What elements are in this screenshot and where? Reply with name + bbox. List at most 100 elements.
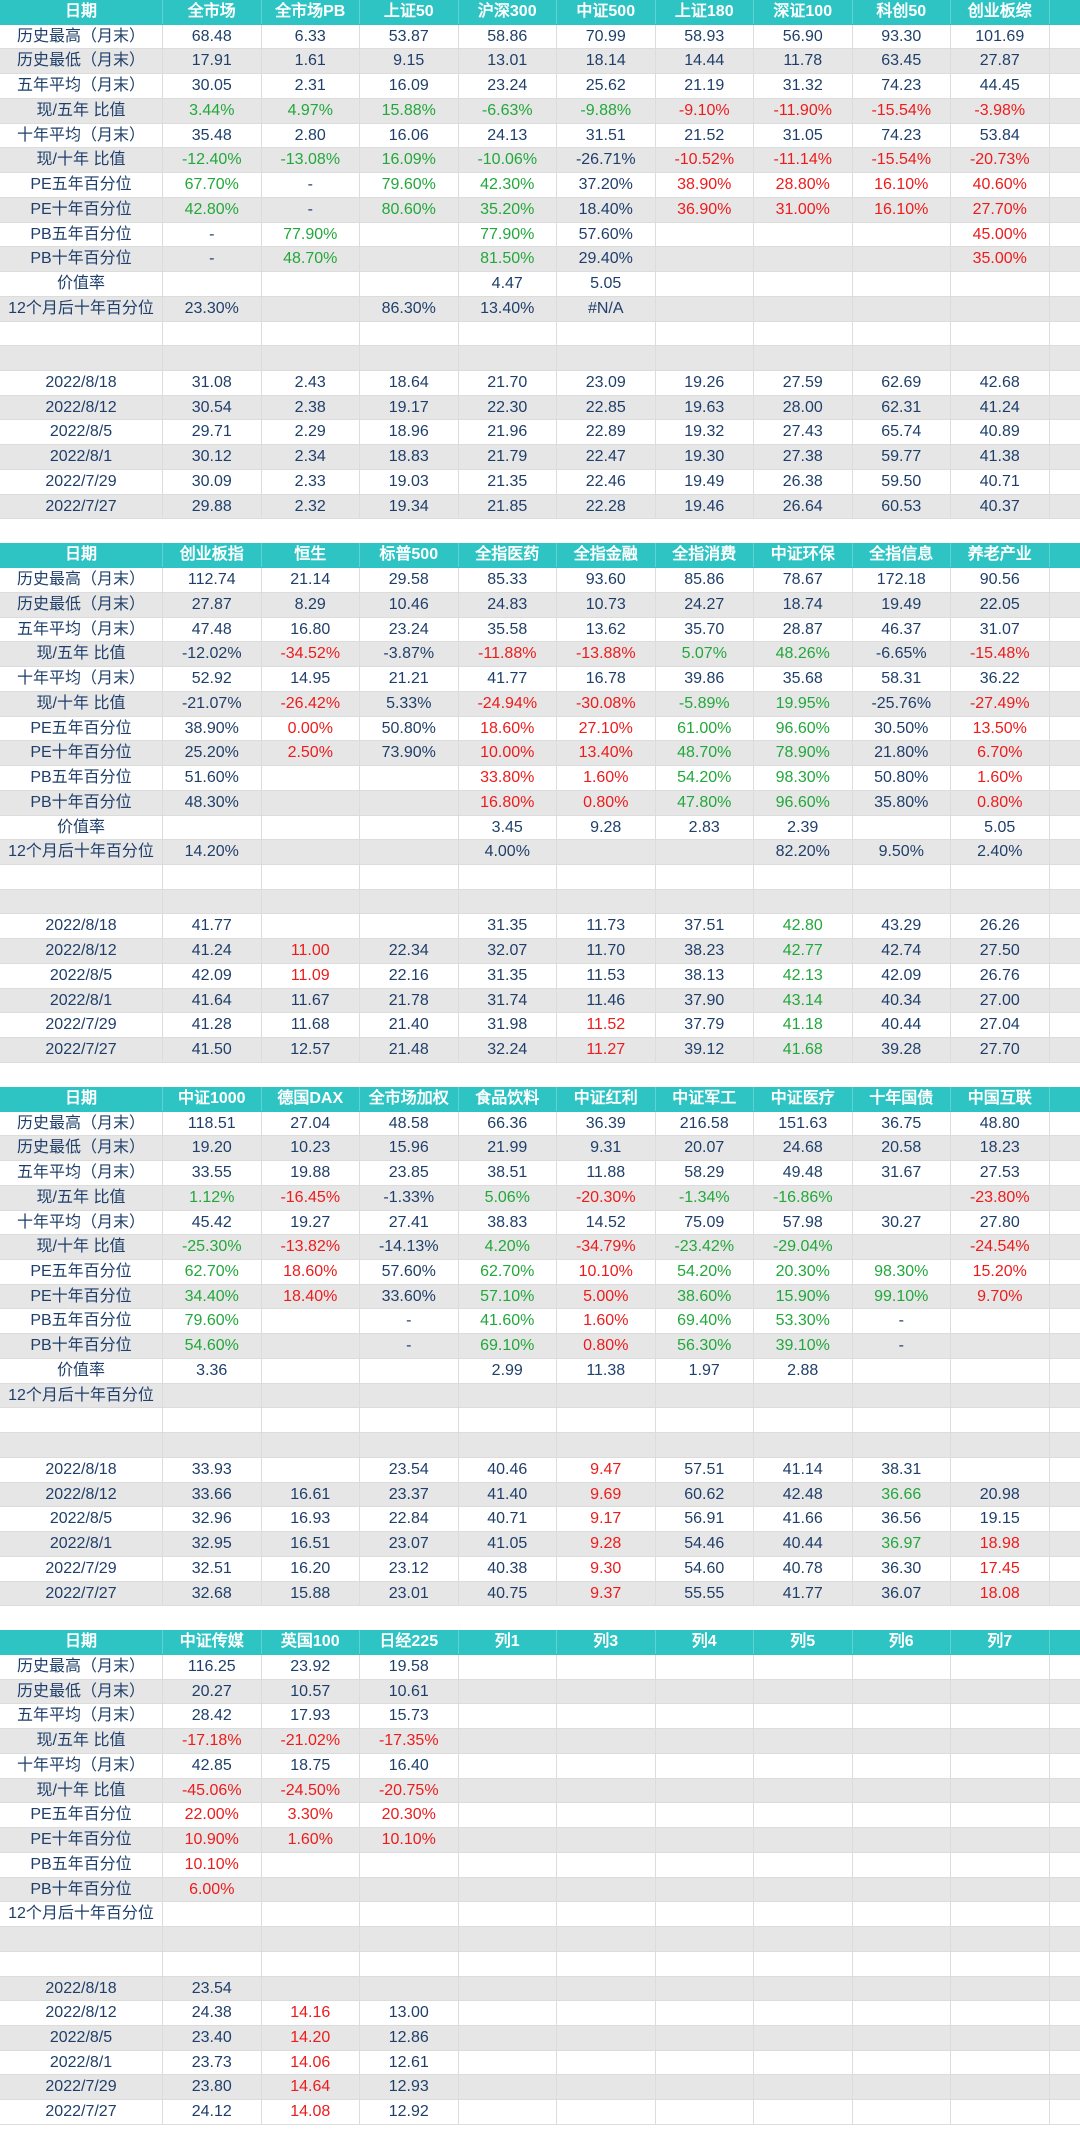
table-cell[interactable]: 61.00% — [656, 716, 754, 741]
table-cell[interactable]: -9.88% — [557, 98, 656, 123]
table-cell[interactable]: 14.08 — [262, 2100, 360, 2124]
row-label[interactable]: PB五年百分位 — [0, 1309, 163, 1334]
table-cell[interactable]: 54.60% — [163, 1334, 262, 1358]
table-cell[interactable]: 6.00% — [163, 1877, 262, 1902]
table-cell[interactable]: 19.49 — [656, 469, 754, 494]
table-cell[interactable] — [656, 889, 754, 914]
column-header[interactable]: 日期 — [0, 1630, 163, 1654]
table-cell[interactable]: 96.60% — [754, 716, 853, 741]
table-cell[interactable] — [656, 1877, 754, 1902]
table-cell[interactable]: 18.40% — [557, 197, 656, 222]
table-cell[interactable] — [459, 1778, 557, 1803]
table-cell[interactable] — [557, 2100, 656, 2124]
table-cell[interactable]: 31.51 — [557, 123, 656, 148]
table-cell[interactable]: 2.83 — [656, 815, 754, 840]
table-cell[interactable] — [163, 1927, 262, 1951]
table-cell[interactable] — [951, 1679, 1050, 1704]
table-cell[interactable]: -25.76% — [853, 691, 951, 716]
table-cell[interactable]: 67.70% — [163, 173, 262, 197]
table-cell[interactable]: 14.52 — [557, 1210, 656, 1235]
column-header[interactable]: 列6 — [853, 1630, 951, 1654]
table-cell[interactable]: 28.87 — [754, 617, 853, 642]
table-cell[interactable]: 3.45 — [459, 815, 557, 840]
table-cell[interactable] — [951, 1753, 1050, 1778]
column-header[interactable]: 列4 — [656, 1630, 754, 1654]
table-cell[interactable]: 29.58 — [360, 568, 459, 592]
column-header[interactable]: 日期 — [0, 1086, 163, 1111]
table-cell[interactable]: 10.00% — [459, 741, 557, 766]
table-cell[interactable]: 32.95 — [163, 1532, 262, 1556]
table-cell[interactable]: 36.75 — [853, 1111, 951, 1136]
table-cell[interactable] — [754, 1704, 853, 1729]
table-cell[interactable] — [951, 864, 1050, 889]
table-cell[interactable]: 18.96 — [360, 420, 459, 445]
table-cell[interactable]: 37.79 — [656, 1013, 754, 1038]
table-cell[interactable] — [951, 1433, 1050, 1457]
column-header[interactable]: 日经225 — [360, 1630, 459, 1654]
table-cell[interactable] — [262, 1927, 360, 1951]
table-cell[interactable]: 9.69 — [557, 1482, 656, 1507]
table-cell[interactable]: -20.73% — [951, 148, 1050, 173]
table-cell[interactable]: 57.60% — [557, 222, 656, 247]
table-cell[interactable]: 53.84 — [951, 123, 1050, 148]
table-cell[interactable]: -6.63% — [459, 98, 557, 123]
table-cell[interactable] — [163, 346, 262, 371]
table-cell[interactable]: -29.04% — [754, 1235, 853, 1259]
table-cell[interactable]: 35.48 — [163, 123, 262, 148]
table-cell[interactable]: 16.10% — [853, 173, 951, 197]
table-cell[interactable]: 11.67 — [262, 988, 360, 1013]
row-label[interactable]: 12个月后十年百分位 — [0, 840, 163, 864]
table-cell[interactable]: 10.10% — [557, 1259, 656, 1284]
table-cell[interactable] — [754, 272, 853, 296]
table-cell[interactable]: 42.77 — [754, 939, 853, 963]
table-cell[interactable]: 20.27 — [163, 1679, 262, 1704]
table-cell[interactable]: 23.30% — [163, 296, 262, 321]
table-cell[interactable] — [262, 1457, 360, 1482]
row-label[interactable]: 2022/8/12 — [0, 939, 163, 963]
table-cell[interactable] — [853, 815, 951, 840]
table-cell[interactable]: 69.10% — [459, 1334, 557, 1358]
table-cell[interactable]: 57.60% — [360, 1259, 459, 1284]
table-cell[interactable] — [557, 346, 656, 371]
table-cell[interactable]: 11.27 — [557, 1038, 656, 1062]
table-cell[interactable]: 42.68 — [951, 371, 1050, 395]
table-cell[interactable] — [656, 1778, 754, 1803]
table-cell[interactable]: 33.60% — [360, 1284, 459, 1309]
table-cell[interactable]: -11.90% — [754, 98, 853, 123]
table-cell[interactable]: 12.61 — [360, 2050, 459, 2075]
table-cell[interactable]: 21.78 — [360, 988, 459, 1013]
table-cell[interactable]: 23.85 — [360, 1161, 459, 1185]
row-label[interactable]: 十年平均（月末） — [0, 1753, 163, 1778]
table-cell[interactable] — [853, 2100, 951, 2124]
table-cell[interactable]: 35.70 — [656, 617, 754, 642]
table-cell[interactable] — [360, 1951, 459, 1976]
table-cell[interactable]: 40.37 — [951, 494, 1050, 519]
column-header[interactable]: 日期 — [0, 0, 163, 24]
table-cell[interactable]: 9.50% — [853, 840, 951, 864]
table-cell[interactable]: -11.14% — [754, 148, 853, 173]
row-label[interactable] — [0, 1951, 163, 1976]
table-cell[interactable]: 27.87 — [163, 592, 262, 617]
table-cell[interactable]: 33.55 — [163, 1161, 262, 1185]
table-cell[interactable]: -26.71% — [557, 148, 656, 173]
table-cell[interactable]: 27.59 — [754, 371, 853, 395]
table-cell[interactable]: 16.09 — [360, 74, 459, 98]
table-cell[interactable]: 19.95% — [754, 691, 853, 716]
table-cell[interactable]: -10.52% — [656, 148, 754, 173]
row-label[interactable]: 价值率 — [0, 1358, 163, 1383]
table-cell[interactable] — [853, 1679, 951, 1704]
table-cell[interactable] — [656, 2100, 754, 2124]
table-cell[interactable] — [853, 1185, 951, 1210]
table-cell[interactable]: 30.05 — [163, 74, 262, 98]
table-cell[interactable]: 5.05 — [557, 272, 656, 296]
table-cell[interactable]: 62.70% — [163, 1259, 262, 1284]
table-cell[interactable]: -20.75% — [360, 1778, 459, 1803]
table-cell[interactable]: -3.87% — [360, 642, 459, 667]
table-cell[interactable]: 5.07% — [656, 642, 754, 667]
column-header[interactable]: 中证1000 — [163, 1086, 262, 1111]
table-cell[interactable] — [754, 1753, 853, 1778]
table-cell[interactable]: 15.96 — [360, 1136, 459, 1161]
table-cell[interactable] — [459, 2050, 557, 2075]
table-cell[interactable]: -5.89% — [656, 691, 754, 716]
table-cell[interactable]: 13.40% — [557, 741, 656, 766]
